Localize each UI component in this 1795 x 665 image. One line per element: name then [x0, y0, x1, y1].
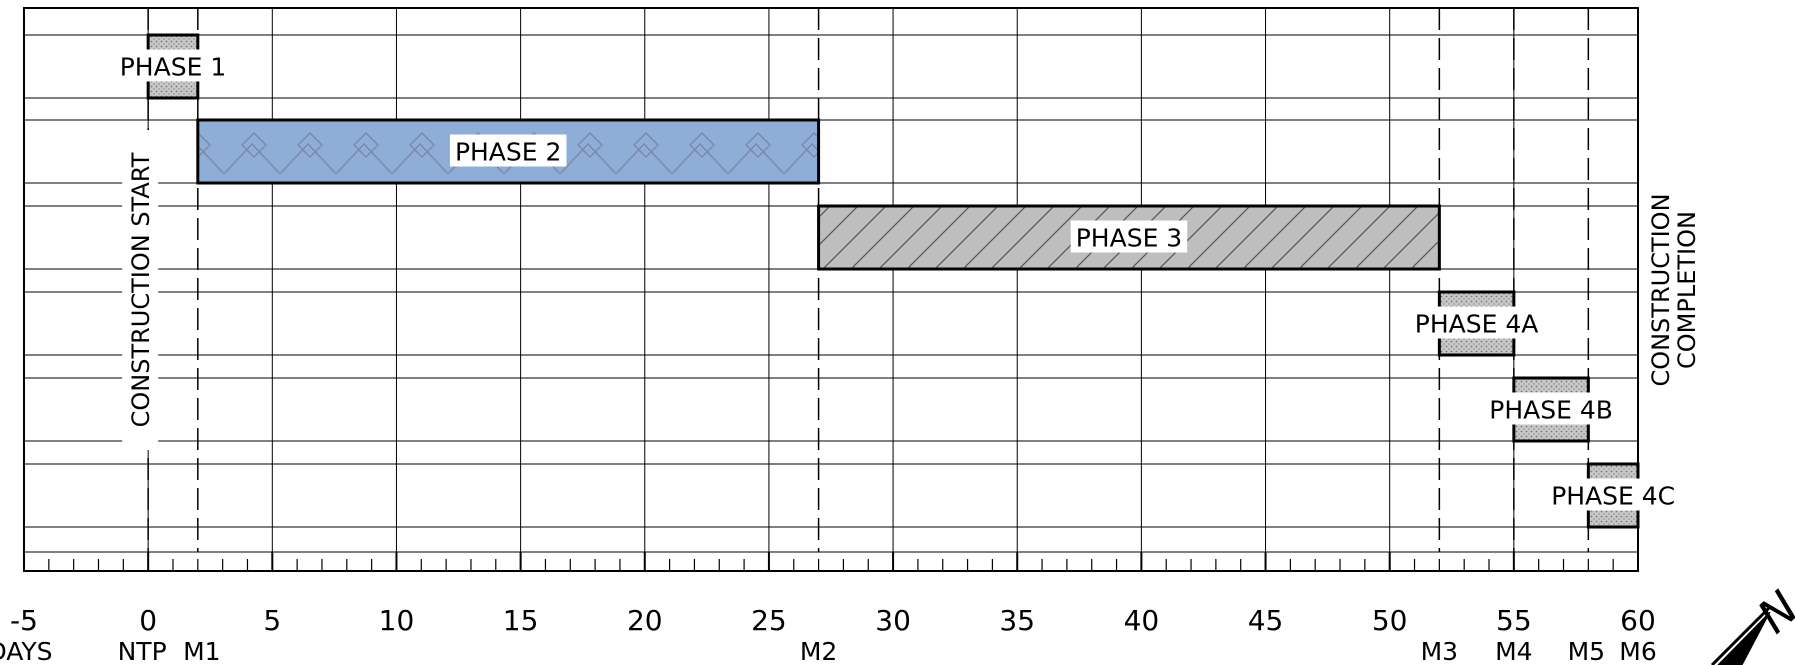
milestone-label: M5	[1568, 637, 1605, 665]
x-tick-label: 35	[999, 604, 1035, 637]
x-tick-label: 55	[1496, 604, 1532, 637]
milestone-label: NTP	[118, 637, 167, 665]
phase-label: PHASE 1	[120, 53, 227, 82]
x-tick-label: 45	[1248, 604, 1284, 637]
milestone-label: M6	[1619, 637, 1656, 665]
phase-label: PHASE 4C	[1551, 482, 1675, 511]
phase-label: PHASE 2	[455, 138, 562, 167]
milestone-label: M2	[800, 637, 837, 665]
phase-label: PHASE 4B	[1489, 396, 1613, 425]
x-tick-label: 40	[1124, 604, 1160, 637]
x-tick-label: 50	[1372, 604, 1408, 637]
construction-start-label: CONSTRUCTION START	[127, 152, 155, 427]
x-tick-label: 10	[379, 604, 415, 637]
completion-label-line1: CONSTRUCTION	[1647, 193, 1675, 386]
x-tick-label: 60	[1620, 604, 1656, 637]
x-axis: -5 0 5 10 15 20 25 30 35 40 45 50 55 60 DAYS NTP M1 M2 M3 M…	[0, 552, 1657, 665]
completion-label-line2: COMPLETION	[1673, 211, 1701, 369]
x-tick-label: 5	[263, 604, 281, 637]
milestone-label: M1	[183, 637, 220, 665]
phase-label: PHASE 4A	[1415, 310, 1539, 339]
milestone-label: M3	[1421, 637, 1458, 665]
milestone-label: M4	[1495, 637, 1532, 665]
north-arrow-icon: N	[1712, 580, 1795, 665]
x-tick-label: 20	[627, 604, 663, 637]
axis-unit-label: DAYS	[0, 637, 53, 665]
x-tick-label: 25	[751, 604, 787, 637]
phase-label: PHASE 3	[1076, 224, 1183, 253]
chart-frame	[24, 8, 1638, 571]
grid	[24, 8, 1638, 571]
x-tick-label: -5	[10, 604, 38, 637]
x-tick-label: 15	[503, 604, 539, 637]
x-tick-label: 30	[875, 604, 911, 637]
x-tick-label: 0	[139, 604, 157, 637]
